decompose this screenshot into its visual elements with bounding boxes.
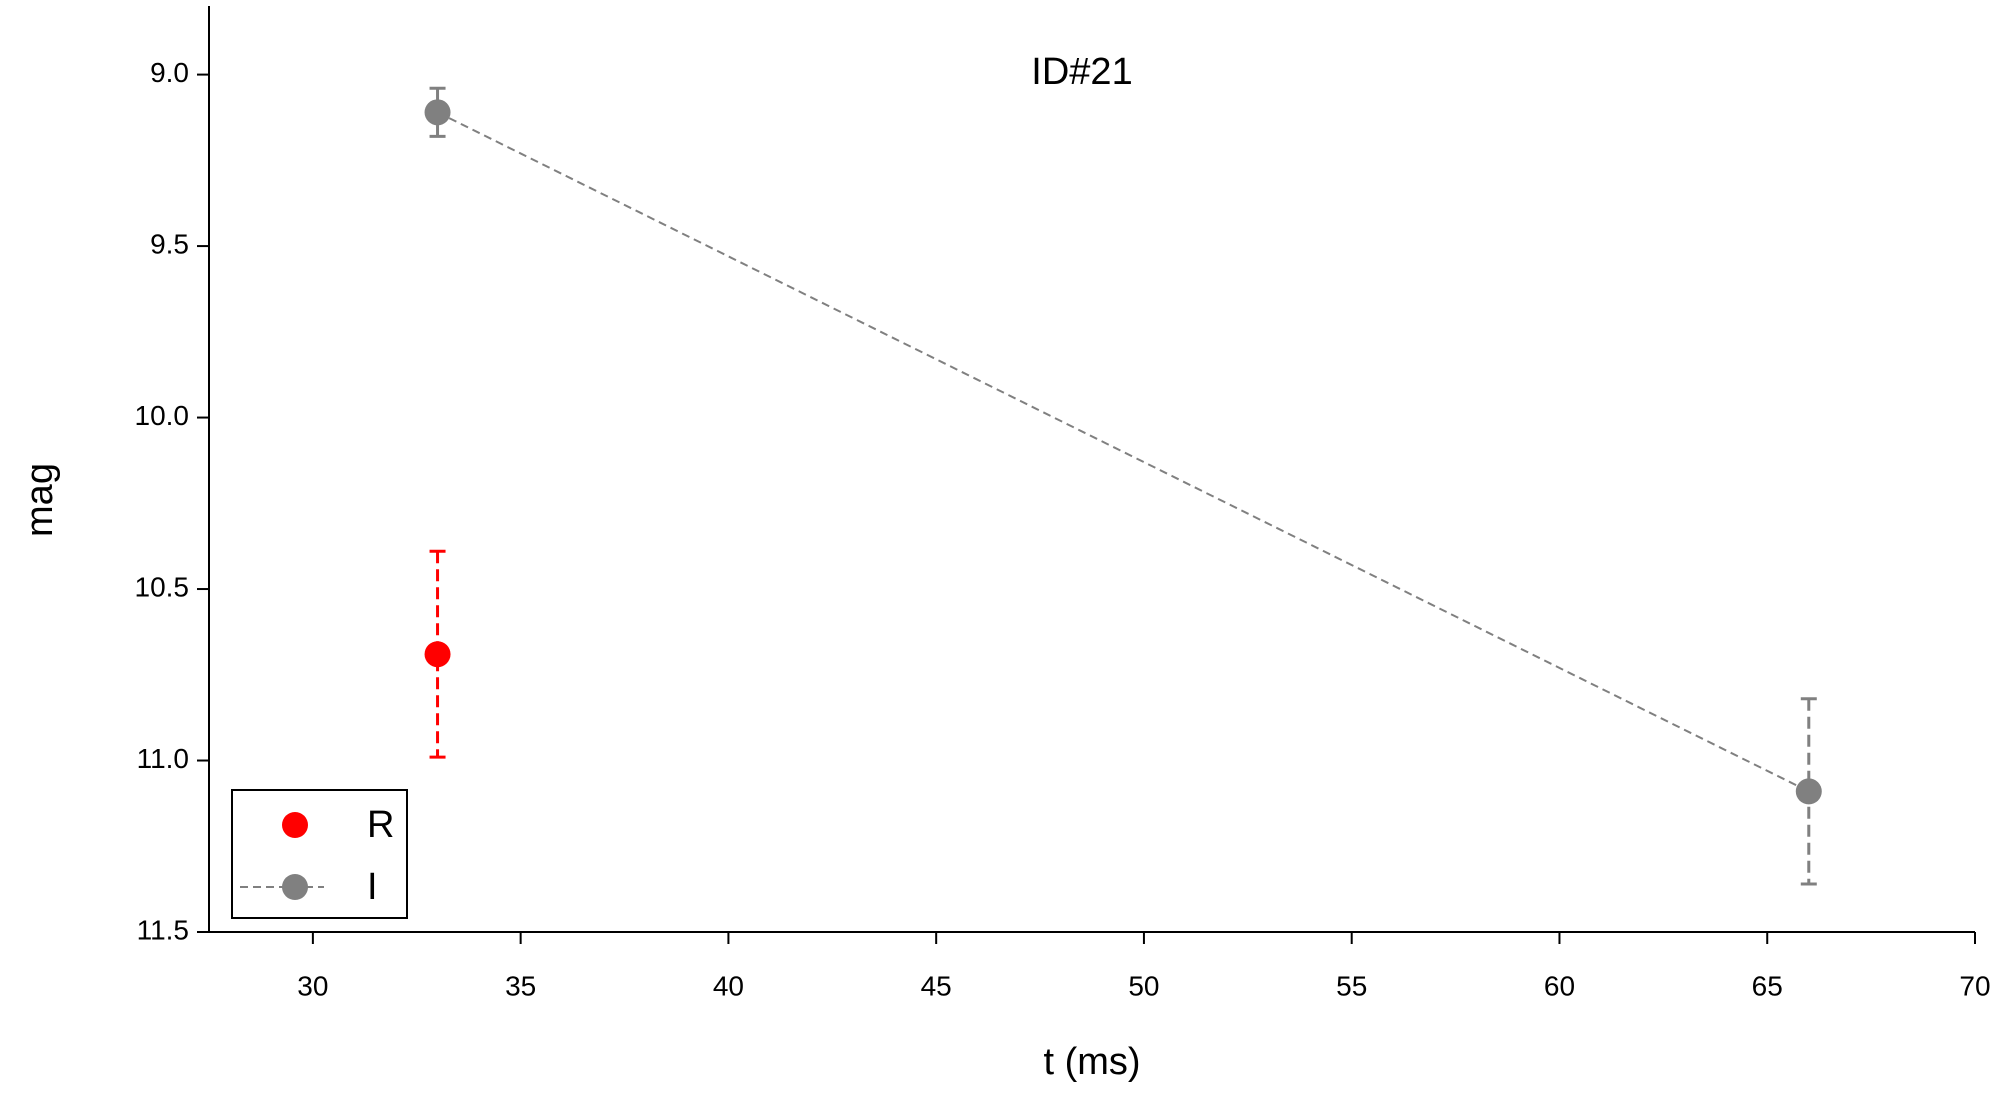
- x-axis-label: t (ms): [1043, 1041, 1140, 1083]
- y-tick-label: 11.0: [137, 743, 189, 774]
- x-tick-label: 35: [505, 970, 536, 1001]
- legend-label: I: [367, 866, 378, 908]
- data-point: [424, 641, 451, 668]
- legend-marker: [282, 874, 308, 900]
- legend-box: [231, 789, 408, 919]
- y-tick-label: 9.5: [150, 228, 189, 259]
- legend-label: R: [367, 804, 394, 846]
- x-tick-label: 70: [1959, 970, 1990, 1001]
- x-tick-label: 45: [921, 970, 952, 1001]
- y-tick-label: 9.0: [150, 57, 189, 88]
- x-tick-label: 65: [1752, 970, 1783, 1001]
- data-point: [1795, 778, 1822, 805]
- x-tick-label: 60: [1544, 970, 1575, 1001]
- error-bar: [429, 549, 446, 759]
- data-point: [424, 99, 451, 126]
- legend-marker: [282, 812, 308, 838]
- y-tick-label: 11.5: [137, 914, 189, 945]
- x-tick-label: 40: [713, 970, 744, 1001]
- chart-title: ID#21: [1031, 51, 1132, 93]
- y-axis-label: mag: [19, 463, 61, 537]
- x-tick-label: 50: [1128, 970, 1159, 1001]
- y-tick-label: 10.0: [135, 400, 190, 431]
- x-tick-label: 55: [1336, 970, 1367, 1001]
- series-line: [437, 111, 1810, 793]
- y-tick-label: 10.5: [135, 571, 190, 602]
- x-tick-label: 30: [297, 970, 328, 1001]
